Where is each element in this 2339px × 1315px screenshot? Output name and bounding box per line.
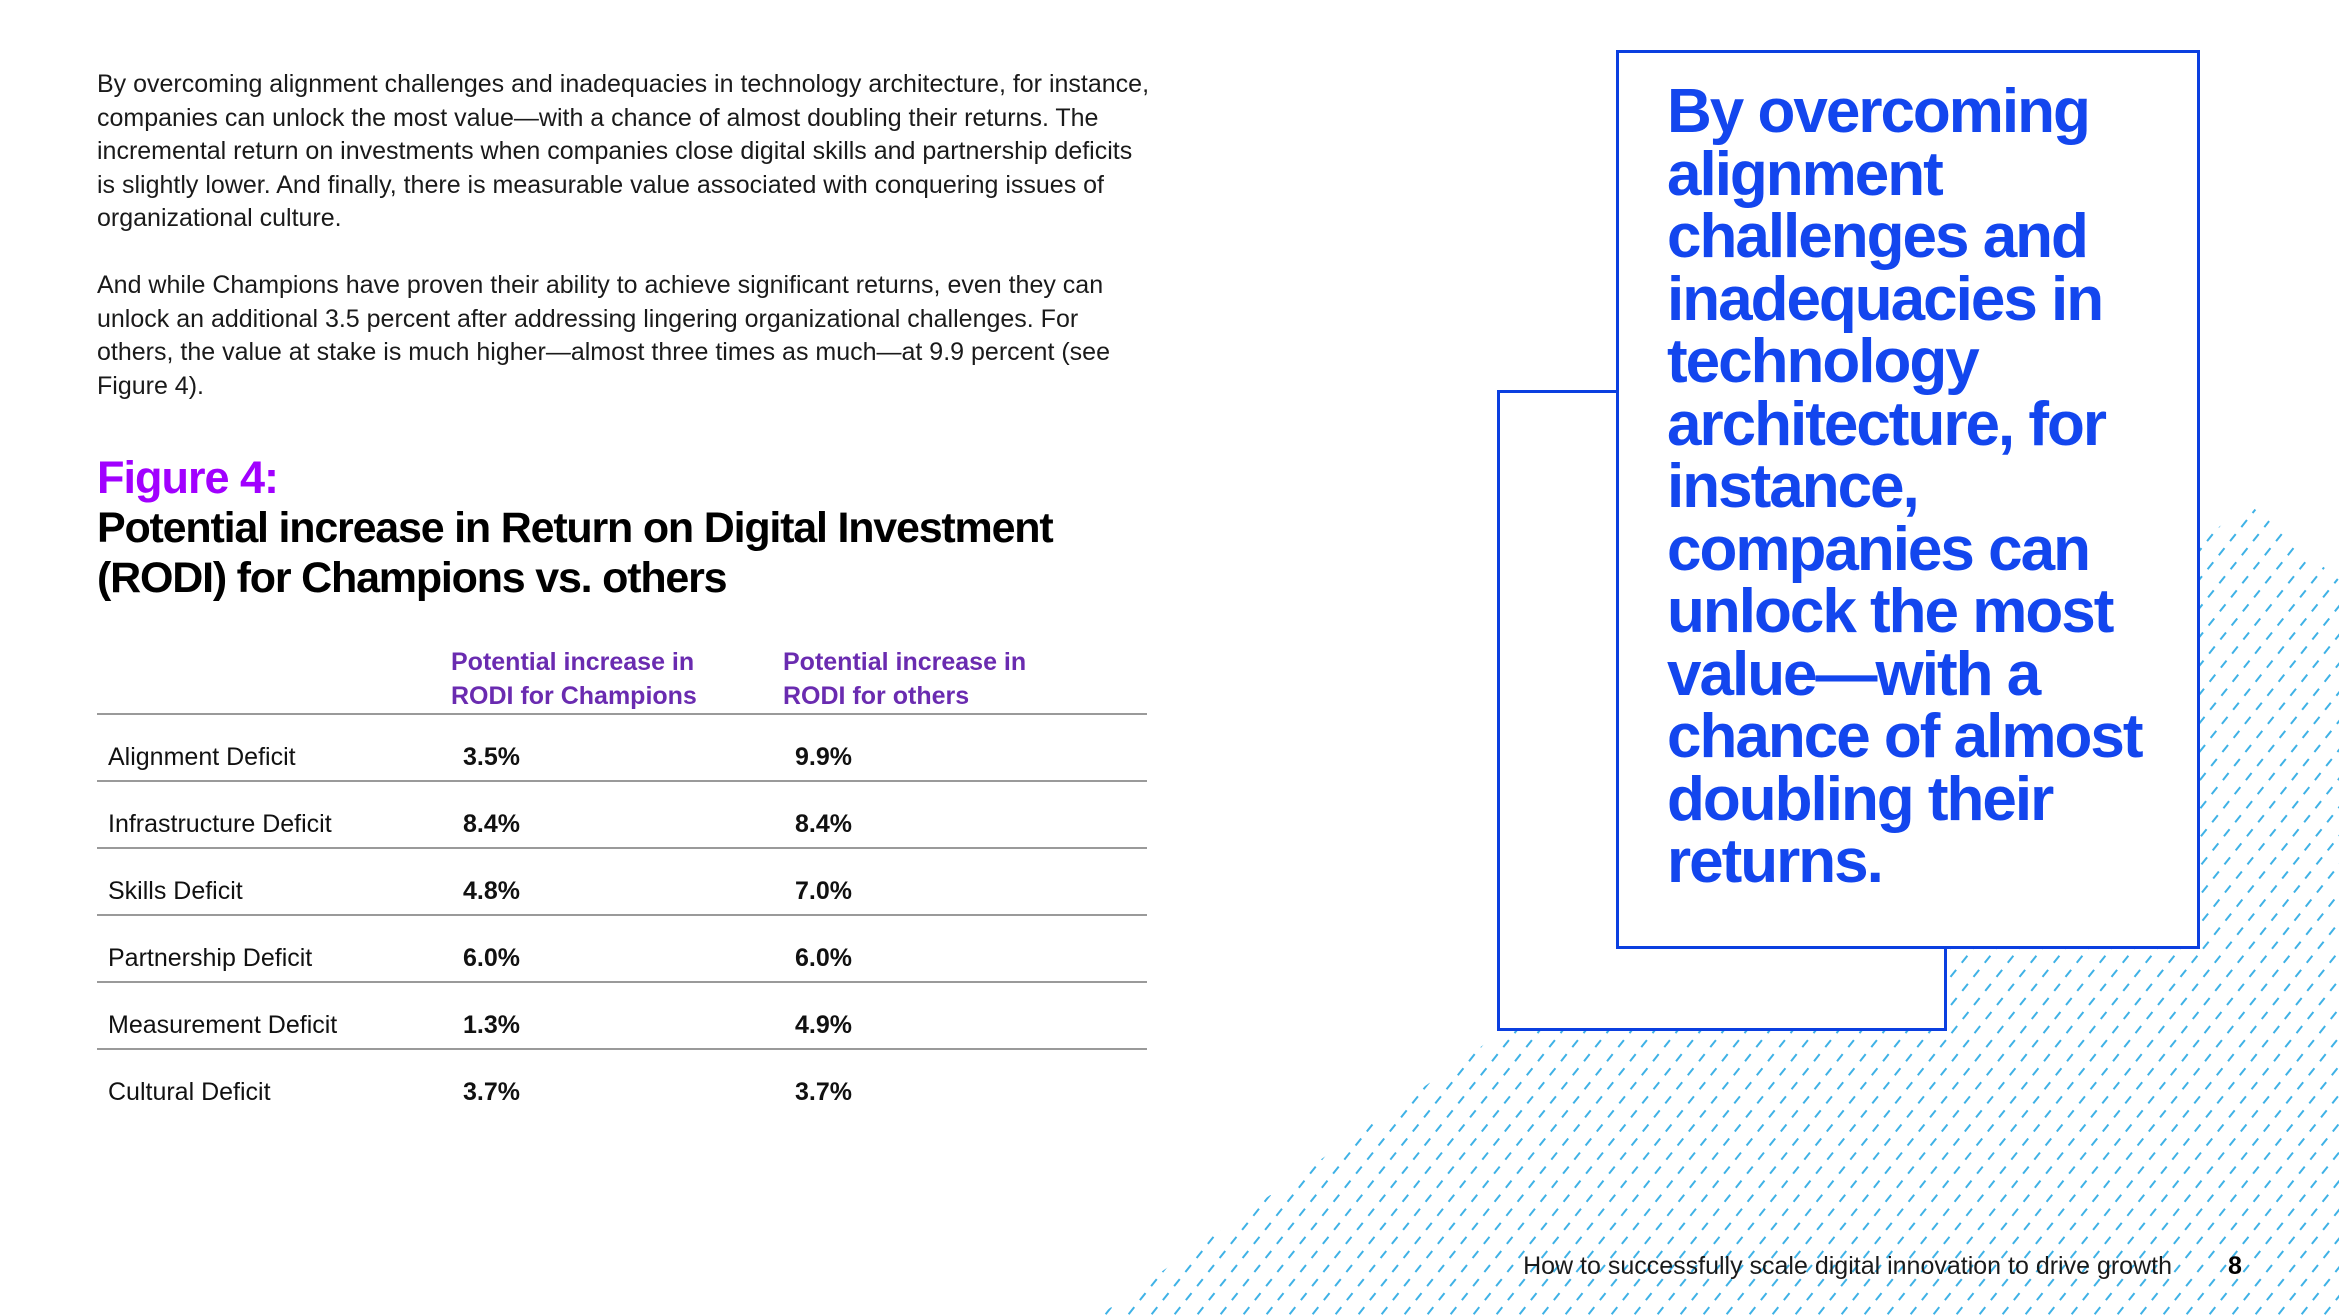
hatch-line xyxy=(2277,505,2339,1315)
hatch-line xyxy=(2208,505,2339,1315)
hatch-line xyxy=(2323,505,2339,1315)
footer-document-title: How to successfully scale digital innova… xyxy=(1523,1252,2172,1280)
others-value: 3.7% xyxy=(795,1078,852,1106)
column-header-champions: Potential increase in RODI for Champions xyxy=(451,648,697,710)
hatch-line xyxy=(2254,505,2339,1315)
pull-quote-box: By overcoming alignment challenges and i… xyxy=(1616,50,2200,949)
others-value: 4.9% xyxy=(795,1011,852,1039)
column-header-others: Potential increase in RODI for others xyxy=(783,648,1027,710)
others-value: 8.4% xyxy=(795,810,852,838)
row-label: Alignment Deficit xyxy=(108,743,296,771)
champions-value: 8.4% xyxy=(463,810,520,838)
figure-label: Figure 4: xyxy=(97,452,279,503)
table-header: Potential increase in RODI for Champions… xyxy=(97,645,1147,715)
others-value: 7.0% xyxy=(795,877,852,905)
rodi-table: Potential increase in RODI for Champions… xyxy=(97,645,1147,1117)
table-row: Cultural Deficit 3.7% 3.7% xyxy=(97,1050,1147,1117)
champions-value: 3.7% xyxy=(463,1078,520,1106)
pull-quote-text: By overcoming alignment challenges and i… xyxy=(1667,77,2143,896)
figure-title: Potential increase in Return on Digital … xyxy=(97,504,1054,602)
page-number: 8 xyxy=(2228,1252,2242,1280)
others-value: 6.0% xyxy=(795,944,852,972)
champions-value: 6.0% xyxy=(463,944,520,972)
row-label: Skills Deficit xyxy=(108,877,243,905)
table-row: Alignment Deficit 3.5% 9.9% xyxy=(97,715,1147,782)
hatch-line xyxy=(2185,505,2339,1315)
table-row: Infrastructure Deficit 8.4% 8.4% xyxy=(97,782,1147,849)
table-row: Skills Deficit 4.8% 7.0% xyxy=(97,849,1147,916)
champions-value: 1.3% xyxy=(463,1011,520,1039)
body-paragraph-1: By overcoming alignment challenges and i… xyxy=(97,70,1150,232)
champions-value: 3.5% xyxy=(463,743,520,771)
row-label: Cultural Deficit xyxy=(108,1078,271,1106)
row-label: Partnership Deficit xyxy=(108,944,313,972)
hatch-line xyxy=(2300,505,2339,1315)
row-label: Infrastructure Deficit xyxy=(108,810,332,838)
row-label: Measurement Deficit xyxy=(108,1011,338,1039)
table-row: Measurement Deficit 1.3% 4.9% xyxy=(97,983,1147,1050)
champions-value: 4.8% xyxy=(463,877,520,905)
hatch-line xyxy=(2231,505,2339,1315)
body-paragraph-2: And while Champions have proven their ab… xyxy=(97,271,1110,400)
others-value: 9.9% xyxy=(795,743,852,771)
table-row: Partnership Deficit 6.0% 6.0% xyxy=(97,916,1147,983)
